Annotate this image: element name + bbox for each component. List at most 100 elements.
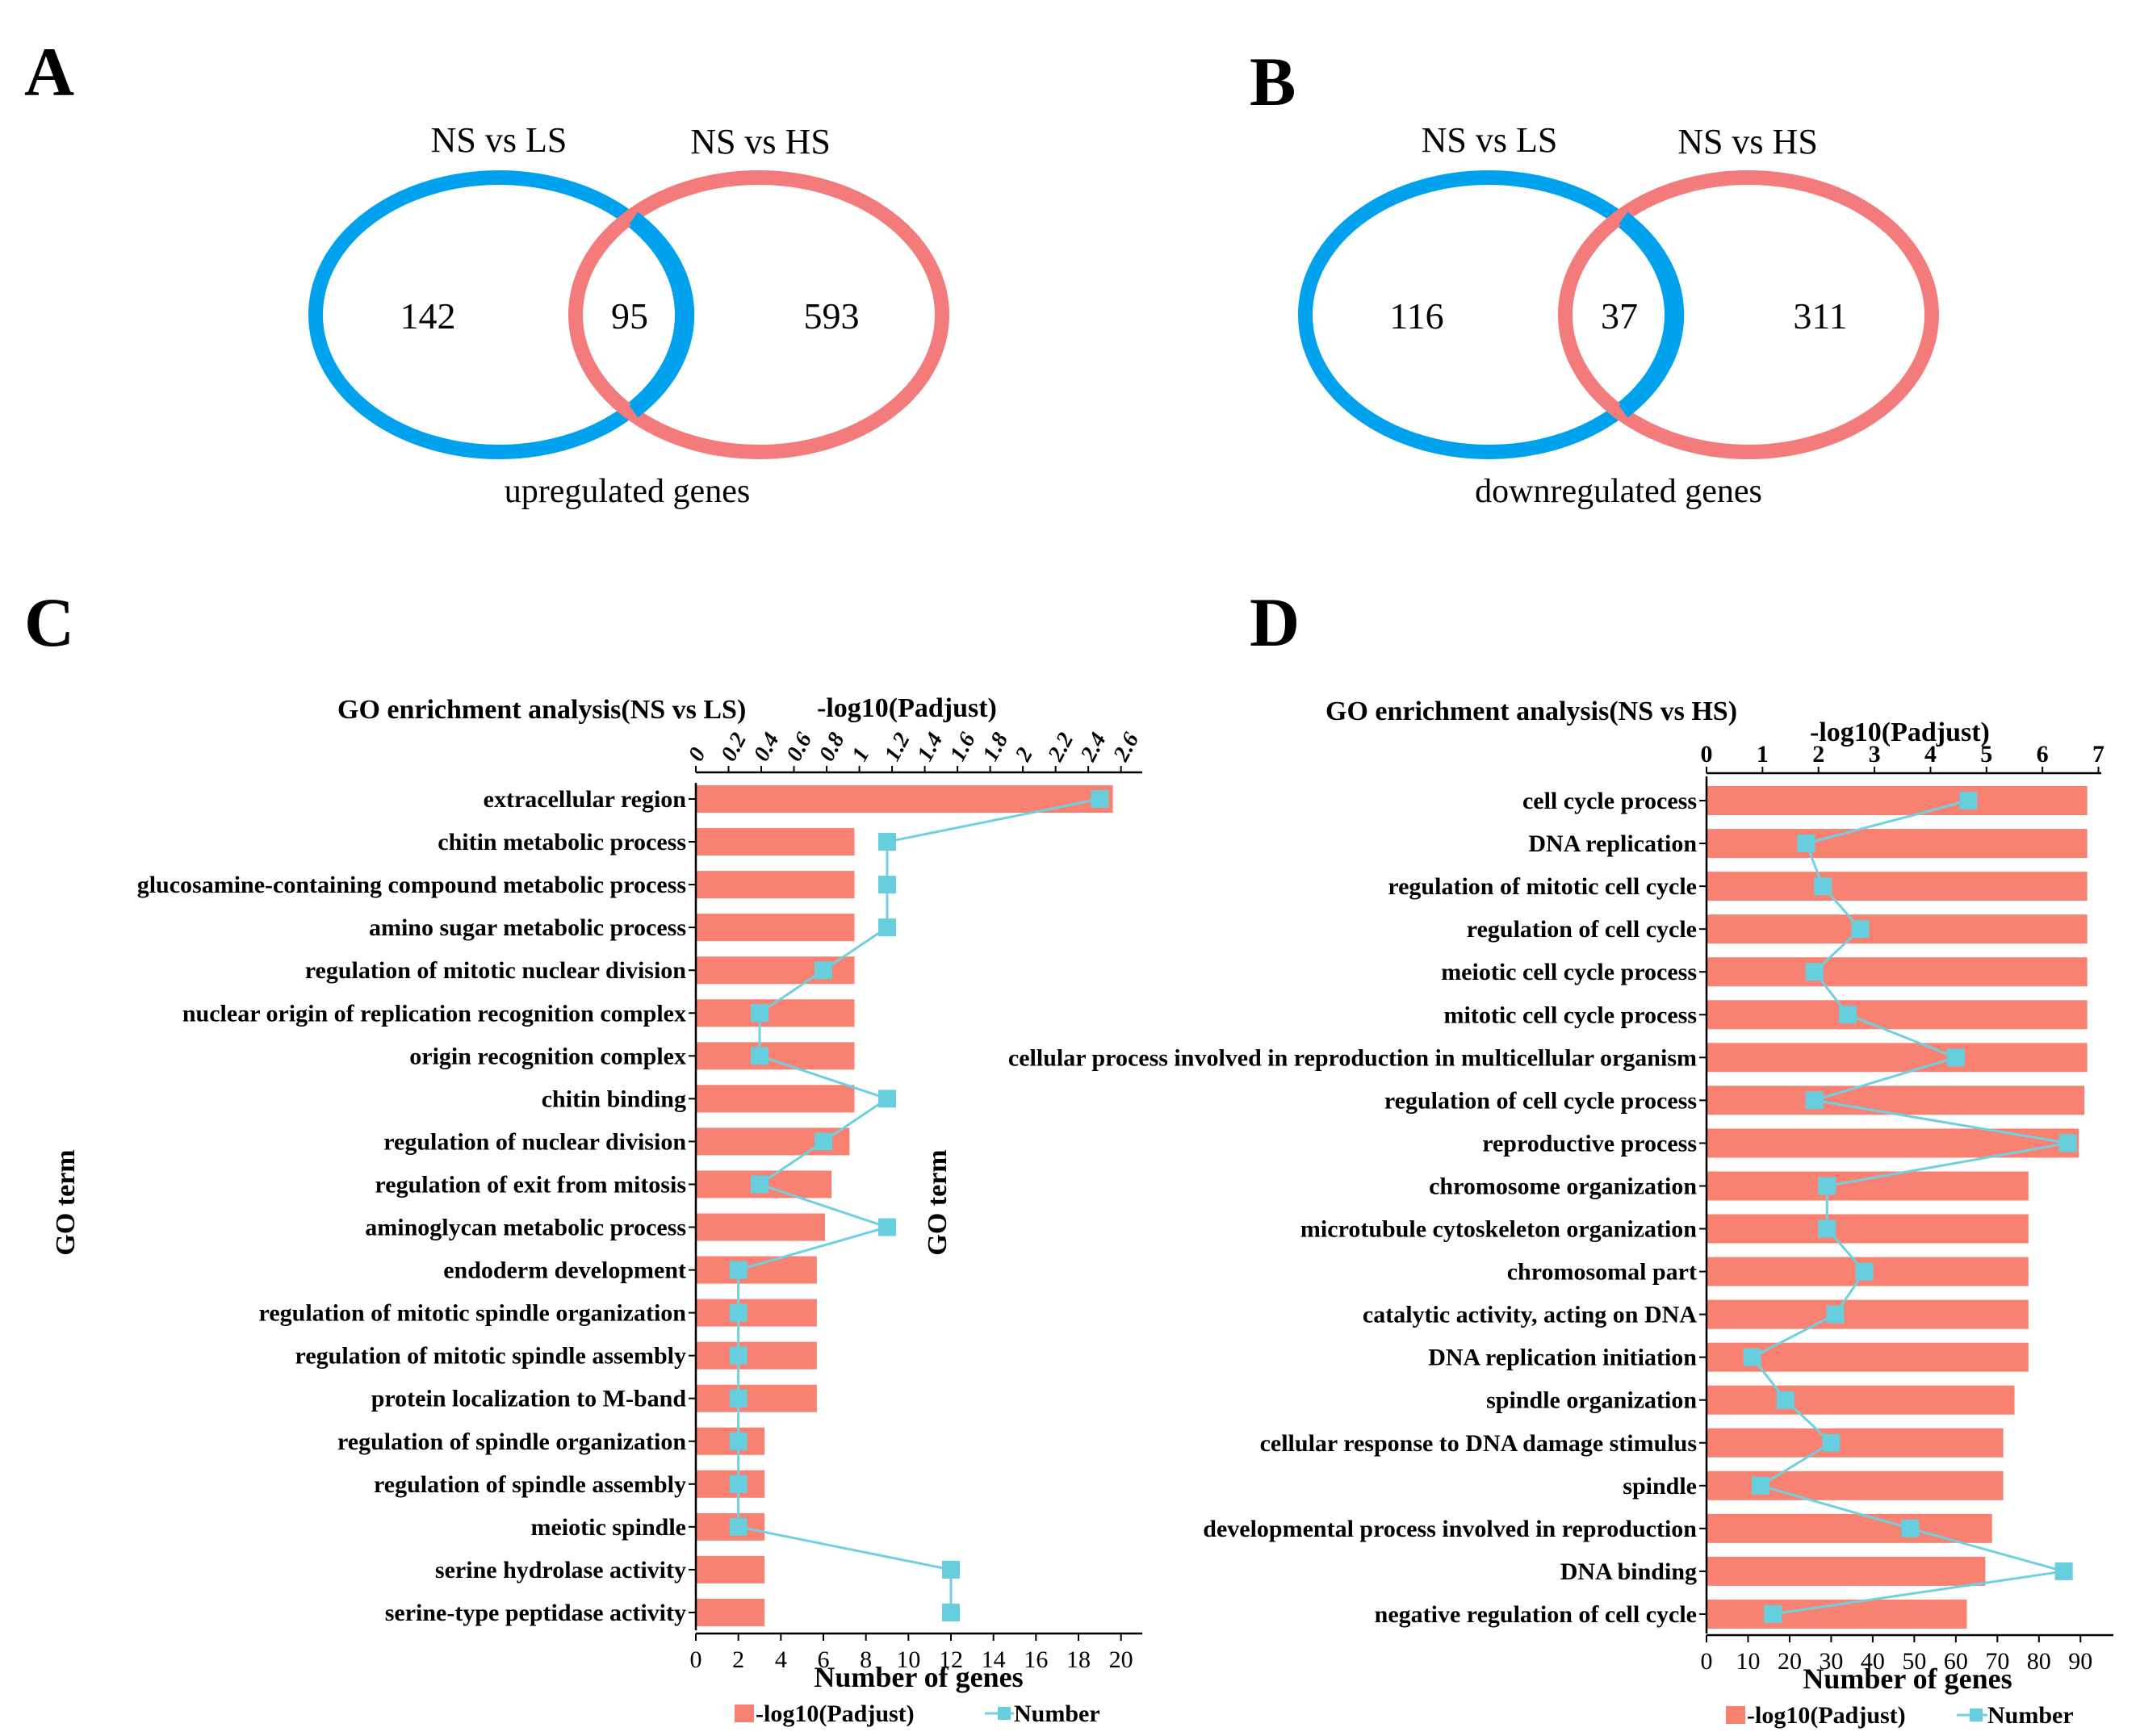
c-number-marker bbox=[729, 1432, 748, 1450]
venn-a-left-count: 142 bbox=[400, 295, 456, 337]
c-number-marker bbox=[942, 1603, 960, 1621]
panel-a: A NS vs LS NS vs HS 142 95 593 upregulat… bbox=[24, 33, 949, 510]
c-category-label: regulation of mitotic nuclear division bbox=[305, 957, 687, 984]
panel-d: D GO enrichment analysis(NS vs HS) -log1… bbox=[923, 584, 2113, 1729]
c-number-marker bbox=[751, 1047, 768, 1065]
venn-b-caption: downregulated genes bbox=[1475, 473, 1762, 510]
chart-c-top-axis-label: -log10(Padjust) bbox=[817, 693, 997, 723]
c-number-marker bbox=[729, 1346, 748, 1365]
c-number-marker bbox=[878, 1090, 896, 1108]
venn-b-overlap-blue bbox=[1619, 211, 1685, 418]
c-category-label: extracellular region bbox=[484, 786, 687, 813]
c-category-label: regulation of mitotic spindle organizati… bbox=[259, 1300, 687, 1327]
c-category-label: amino sugar metabolic process bbox=[369, 914, 686, 941]
venn-b-overlap-count: 37 bbox=[1601, 295, 1638, 337]
d-bottom-tick-label: 0 bbox=[1701, 1648, 1713, 1675]
d-number-marker bbox=[1946, 1048, 1965, 1067]
d-category-label: spindle organization bbox=[1486, 1387, 1697, 1414]
d-category-label: meiotic cell cycle process bbox=[1441, 959, 1697, 985]
c-category-label: nuclear origin of replication recognitio… bbox=[182, 1000, 686, 1027]
panel-label-a: A bbox=[24, 33, 74, 111]
d-category-label: mitotic cell cycle process bbox=[1444, 1002, 1697, 1028]
d-category-label: reproductive process bbox=[1482, 1130, 1697, 1157]
d-top-tick-label: 3 bbox=[1869, 741, 1881, 768]
venn-a-caption: upregulated genes bbox=[505, 473, 750, 510]
c-category-label: serine-type peptidase activity bbox=[385, 1600, 686, 1626]
chart-d-title: GO enrichment analysis(NS vs HS) bbox=[1325, 696, 1737, 726]
c-category-label: regulation of exit from mitosis bbox=[375, 1171, 686, 1198]
d-number-marker bbox=[1839, 1006, 1857, 1024]
d-bottom-tick-label: 70 bbox=[1985, 1648, 2009, 1675]
c-number-marker bbox=[878, 833, 896, 851]
d-number-marker bbox=[1776, 1391, 1795, 1409]
d-number-marker bbox=[1764, 1604, 1782, 1623]
d-number-marker bbox=[1751, 1476, 1769, 1495]
c-number-marker bbox=[751, 1004, 768, 1023]
panel-c: C GO enrichment analysis(NS vs LS) -log1… bbox=[24, 584, 1144, 1727]
c-bar bbox=[696, 871, 855, 899]
panel-label-c: C bbox=[24, 584, 74, 661]
panel-label-d: D bbox=[1250, 584, 1300, 661]
d-category-label: negative regulation of cell cycle bbox=[1375, 1601, 1697, 1628]
d-category-label: microtubule cytoskeleton organization bbox=[1300, 1216, 1697, 1243]
c-number-marker bbox=[729, 1261, 748, 1279]
d-category-label: regulation of cell cycle bbox=[1467, 916, 1697, 943]
d-bar bbox=[1707, 1385, 2015, 1415]
c-number-marker bbox=[878, 918, 896, 937]
c-category-label: chitin metabolic process bbox=[438, 829, 686, 855]
c-number-marker bbox=[1091, 790, 1109, 808]
d-bottom-tick-label: 30 bbox=[1819, 1648, 1843, 1675]
d-number-marker bbox=[1822, 1433, 1841, 1452]
d-bottom-tick-label: 60 bbox=[1944, 1648, 1968, 1675]
venn-b-right-circle bbox=[1558, 170, 1939, 459]
d-bar bbox=[1707, 957, 2088, 987]
c-number-marker bbox=[751, 1175, 768, 1194]
chart-d-top-axis-label: -log10(Padjust) bbox=[1810, 717, 1990, 747]
c-category-label: regulation of spindle organization bbox=[337, 1429, 686, 1455]
c-category-label: origin recognition complex bbox=[409, 1043, 686, 1069]
c-bottom-tick-label: 20 bbox=[1109, 1646, 1133, 1673]
venn-a-right-count: 593 bbox=[804, 295, 860, 337]
d-category-label: regulation of cell cycle process bbox=[1384, 1087, 1697, 1114]
venn-a-left-title: NS vs LS bbox=[431, 120, 567, 160]
d-number-marker bbox=[1826, 1305, 1845, 1324]
d-bar bbox=[1707, 1171, 2029, 1201]
c-number-marker bbox=[729, 1389, 748, 1408]
chart-c-legend-line-label: Number bbox=[1014, 1700, 1100, 1727]
c-number-marker bbox=[878, 876, 896, 894]
d-top-tick-label: 6 bbox=[2037, 741, 2049, 768]
chart-c-legend-bar-swatch bbox=[735, 1705, 754, 1722]
panel-label-b: B bbox=[1250, 43, 1296, 120]
c-bar bbox=[696, 1256, 817, 1284]
c-category-label: meiotic spindle bbox=[531, 1514, 687, 1541]
d-category-label: DNA replication bbox=[1528, 830, 1697, 857]
c-category-label: regulation of mitotic spindle assembly bbox=[295, 1343, 686, 1370]
c-bottom-tick-label: 12 bbox=[939, 1646, 963, 1673]
d-bottom-tick-label: 50 bbox=[1902, 1648, 1926, 1675]
d-bar bbox=[1707, 786, 2088, 815]
venn-b-right-count: 311 bbox=[1793, 295, 1847, 337]
c-category-label: regulation of spindle assembly bbox=[374, 1471, 686, 1498]
c-category-label: aminoglycan metabolic process bbox=[365, 1215, 686, 1241]
chart-c-title: GO enrichment analysis(NS vs LS) bbox=[337, 695, 746, 725]
c-bar bbox=[696, 1555, 765, 1583]
d-top-tick-label: 5 bbox=[1980, 741, 1992, 768]
c-category-label: endoderm development bbox=[443, 1257, 686, 1284]
d-bar bbox=[1707, 829, 2088, 859]
c-bar bbox=[696, 785, 1113, 813]
c-bottom-tick-label: 0 bbox=[690, 1646, 702, 1673]
d-category-label: chromosome organization bbox=[1429, 1173, 1697, 1199]
c-category-label: chitin binding bbox=[542, 1086, 686, 1112]
c-number-marker bbox=[942, 1560, 960, 1579]
venn-a-overlap-count: 95 bbox=[611, 295, 648, 337]
d-category-label: spindle bbox=[1623, 1473, 1697, 1500]
chart-d-legend-marker-swatch bbox=[1970, 1709, 1983, 1721]
d-number-marker bbox=[1805, 963, 1824, 981]
c-category-label: regulation of nuclear division bbox=[383, 1128, 686, 1155]
venn-a-overlap-blue bbox=[629, 211, 695, 418]
d-bar bbox=[1707, 1299, 2029, 1329]
panel-b: B NS vs LS NS vs HS 116 37 311 downregul… bbox=[1250, 43, 1939, 510]
chart-c-xlabel: Number of genes bbox=[814, 1661, 1023, 1693]
d-category-label: regulation of mitotic cell cycle bbox=[1388, 873, 1697, 900]
